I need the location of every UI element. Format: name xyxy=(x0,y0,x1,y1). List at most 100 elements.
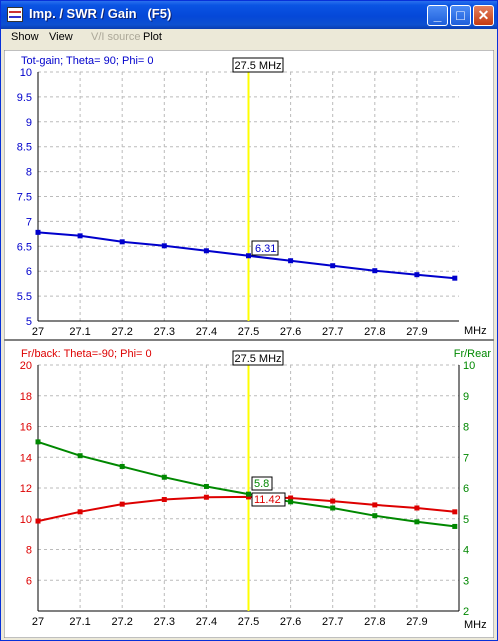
gain-y-tick-label: 6.5 xyxy=(17,241,32,253)
frontback-x-tick-label: 27.7 xyxy=(322,616,343,628)
frontback-data-point xyxy=(119,501,125,507)
gain-data-point xyxy=(161,243,167,249)
title-bar[interactable]: Imp. / SWR / Gain (F5) _ □ ✕ xyxy=(1,1,497,29)
gain-x-tick-label: 27.2 xyxy=(111,326,132,338)
charts-area: 2 7 27.1 27.2 27.3 27.4 27.5 27.6 27.7 27.8 27.9 5… xyxy=(4,50,494,638)
gain-y-tick-label: 5 xyxy=(26,316,32,328)
frontback-x-tick-label: 27.5 xyxy=(238,616,259,628)
gain-x-tick-label: 27.7 xyxy=(322,326,343,338)
frontback-x-axis-label: MHz xyxy=(464,619,487,631)
frontback-data-point xyxy=(161,474,167,480)
gain-y-tick-label: 8 xyxy=(26,167,32,179)
gain-y-tick-label: 10 xyxy=(20,67,32,79)
gain-chart-title: Tot-gain; Theta= 90; Phi= 0 xyxy=(21,55,154,67)
frontback-y2-tick-label: 9 xyxy=(463,391,469,403)
gain-data-point xyxy=(77,233,83,239)
frontback-y-tick-label: 20 xyxy=(20,360,32,372)
gain-x-axis-label: MHz xyxy=(464,325,487,337)
frontback-series xyxy=(35,439,458,529)
gain-data-point xyxy=(452,275,458,281)
frontback-data-point xyxy=(288,495,294,501)
frontback-data-point xyxy=(246,494,251,500)
frontback-x-tick-label: 27.1 xyxy=(69,616,90,628)
menu-view[interactable]: View xyxy=(49,31,73,43)
frontback-data-point xyxy=(330,498,336,504)
frontback-data-point xyxy=(372,502,378,508)
frontback-y2-tick-label: 10 xyxy=(463,360,475,372)
frontback-data-point xyxy=(203,494,209,500)
minimize-button[interactable]: _ xyxy=(427,5,448,26)
gain-x-tick-label: 27.1 xyxy=(69,326,90,338)
frontback-y2-tick-label: 3 xyxy=(463,575,469,587)
maximize-button[interactable]: □ xyxy=(450,5,471,26)
frontrear-axis-label: Fr/Rear xyxy=(454,348,492,360)
frontback-y2-tick-label: 6 xyxy=(463,483,469,495)
gain-data-point xyxy=(203,248,209,254)
menu-bar: Show View V/I source Plot xyxy=(1,29,497,47)
frontback-x-ticks: 27 27.1 27.2 27.3 27.4 27.5 27.6 27.7 27.8 27.9 xyxy=(32,616,428,628)
frontback-data-point xyxy=(288,499,294,505)
gain-cursor-label: 27.5 MHz xyxy=(232,57,284,73)
frontback-data-point xyxy=(452,523,458,529)
frontback-y2-tick-label: 4 xyxy=(463,545,469,557)
gain-x-tick-label: 27.8 xyxy=(364,326,385,338)
frontback-cursor-label: 27.5 MHz xyxy=(232,350,284,366)
gain-x-tick-label: 27.4 xyxy=(196,326,217,338)
frontback-y-tick-label: 10 xyxy=(20,514,32,526)
frontback-data-point xyxy=(246,491,251,497)
frontback-x-tick-label: 27.9 xyxy=(406,616,427,628)
gain-data-point xyxy=(330,263,336,269)
gain-x-tick-label: 27.5 xyxy=(238,326,259,338)
gain-data-point xyxy=(246,253,251,259)
frontback-value-label: 11.42 xyxy=(251,492,286,507)
frontback-data-point xyxy=(119,463,125,469)
frontrear-y-ticks: 2 3 4 5 6 7 8 9 10 xyxy=(463,360,475,618)
frontback-data-point xyxy=(452,509,458,515)
frontback-y2-tick-label: 8 xyxy=(463,422,469,434)
gain-y-tick-label: 6 xyxy=(26,266,32,278)
frontback-data-point xyxy=(330,505,336,511)
frontback-x-tick-label: 27.2 xyxy=(111,616,132,628)
frontback-data-point xyxy=(414,505,420,511)
frontback-y-ticks: 6 8 10 12 14 16 18 20 xyxy=(20,360,32,587)
frontback-data-point xyxy=(35,439,41,445)
gain-x-ticks: 27 27.1 27.2 27.3 27.4 27.5 27.6 27.7 27.8 27.9 xyxy=(32,326,428,338)
frontback-x-tick-label: 27.4 xyxy=(196,616,217,628)
frontback-data-point xyxy=(372,513,378,519)
gain-y-ticks: 5 5.5 6 6.5 7 7.5 8 8.5 9 9.5 10 xyxy=(17,67,32,328)
gain-data-point xyxy=(119,239,125,245)
frontback-data-point xyxy=(77,453,83,459)
gain-data-point xyxy=(35,229,41,235)
close-button[interactable]: ✕ xyxy=(473,5,494,26)
frontback-cursor-label-text: 27.5 MHz xyxy=(234,353,281,365)
gain-y-tick-label: 9 xyxy=(26,117,32,129)
frontback-y-tick-label: 12 xyxy=(20,483,32,495)
frontback-y2-tick-label: 2 xyxy=(463,606,469,618)
menu-show[interactable]: Show xyxy=(11,31,39,43)
gain-data-point xyxy=(414,272,420,278)
frontback-chart-title: Fr/back: Theta=-90; Phi= 0 xyxy=(21,348,152,360)
frontback-y-tick-label: 14 xyxy=(20,452,32,464)
menu-plot[interactable]: Plot xyxy=(143,31,162,43)
gain-y-tick-label: 9.5 xyxy=(17,92,32,104)
frontback-y-tick-label: 18 xyxy=(20,391,32,403)
frontback-chart: 27 27.1 27.2 27.3 27.4 27.5 27.6 27.7 27.8 27.9 6… xyxy=(20,348,492,631)
frontback-data-point xyxy=(161,497,167,503)
frontback-y2-tick-label: 7 xyxy=(463,452,469,464)
frontback-y-tick-label: 16 xyxy=(20,422,32,434)
frontback-y-tick-label: 6 xyxy=(26,575,32,587)
gain-value-label: 6.31 xyxy=(251,240,279,256)
window-title: Imp. / SWR / Gain (F5) xyxy=(29,6,172,21)
frontback-x-tick-label: 27.8 xyxy=(364,616,385,628)
gain-y-tick-label: 7 xyxy=(26,216,32,228)
gain-chart: 27 27.1 27.2 27.3 27.4 27.5 27.6 27.7 27.8 27.9 5… xyxy=(17,55,487,338)
menu-vi-source: V/I source xyxy=(91,31,141,43)
frontback-data-point xyxy=(77,509,83,515)
frontback-y-tick-label: 8 xyxy=(26,545,32,557)
gain-x-tick-label: 27.3 xyxy=(154,326,175,338)
app-icon[interactable] xyxy=(7,7,23,22)
gain-y-tick-label: 8.5 xyxy=(17,142,32,154)
frontback-x-tick-label: 27.6 xyxy=(280,616,301,628)
frontback-value-text: 11.42 xyxy=(254,494,281,506)
gain-y-tick-label: 7.5 xyxy=(17,192,32,204)
